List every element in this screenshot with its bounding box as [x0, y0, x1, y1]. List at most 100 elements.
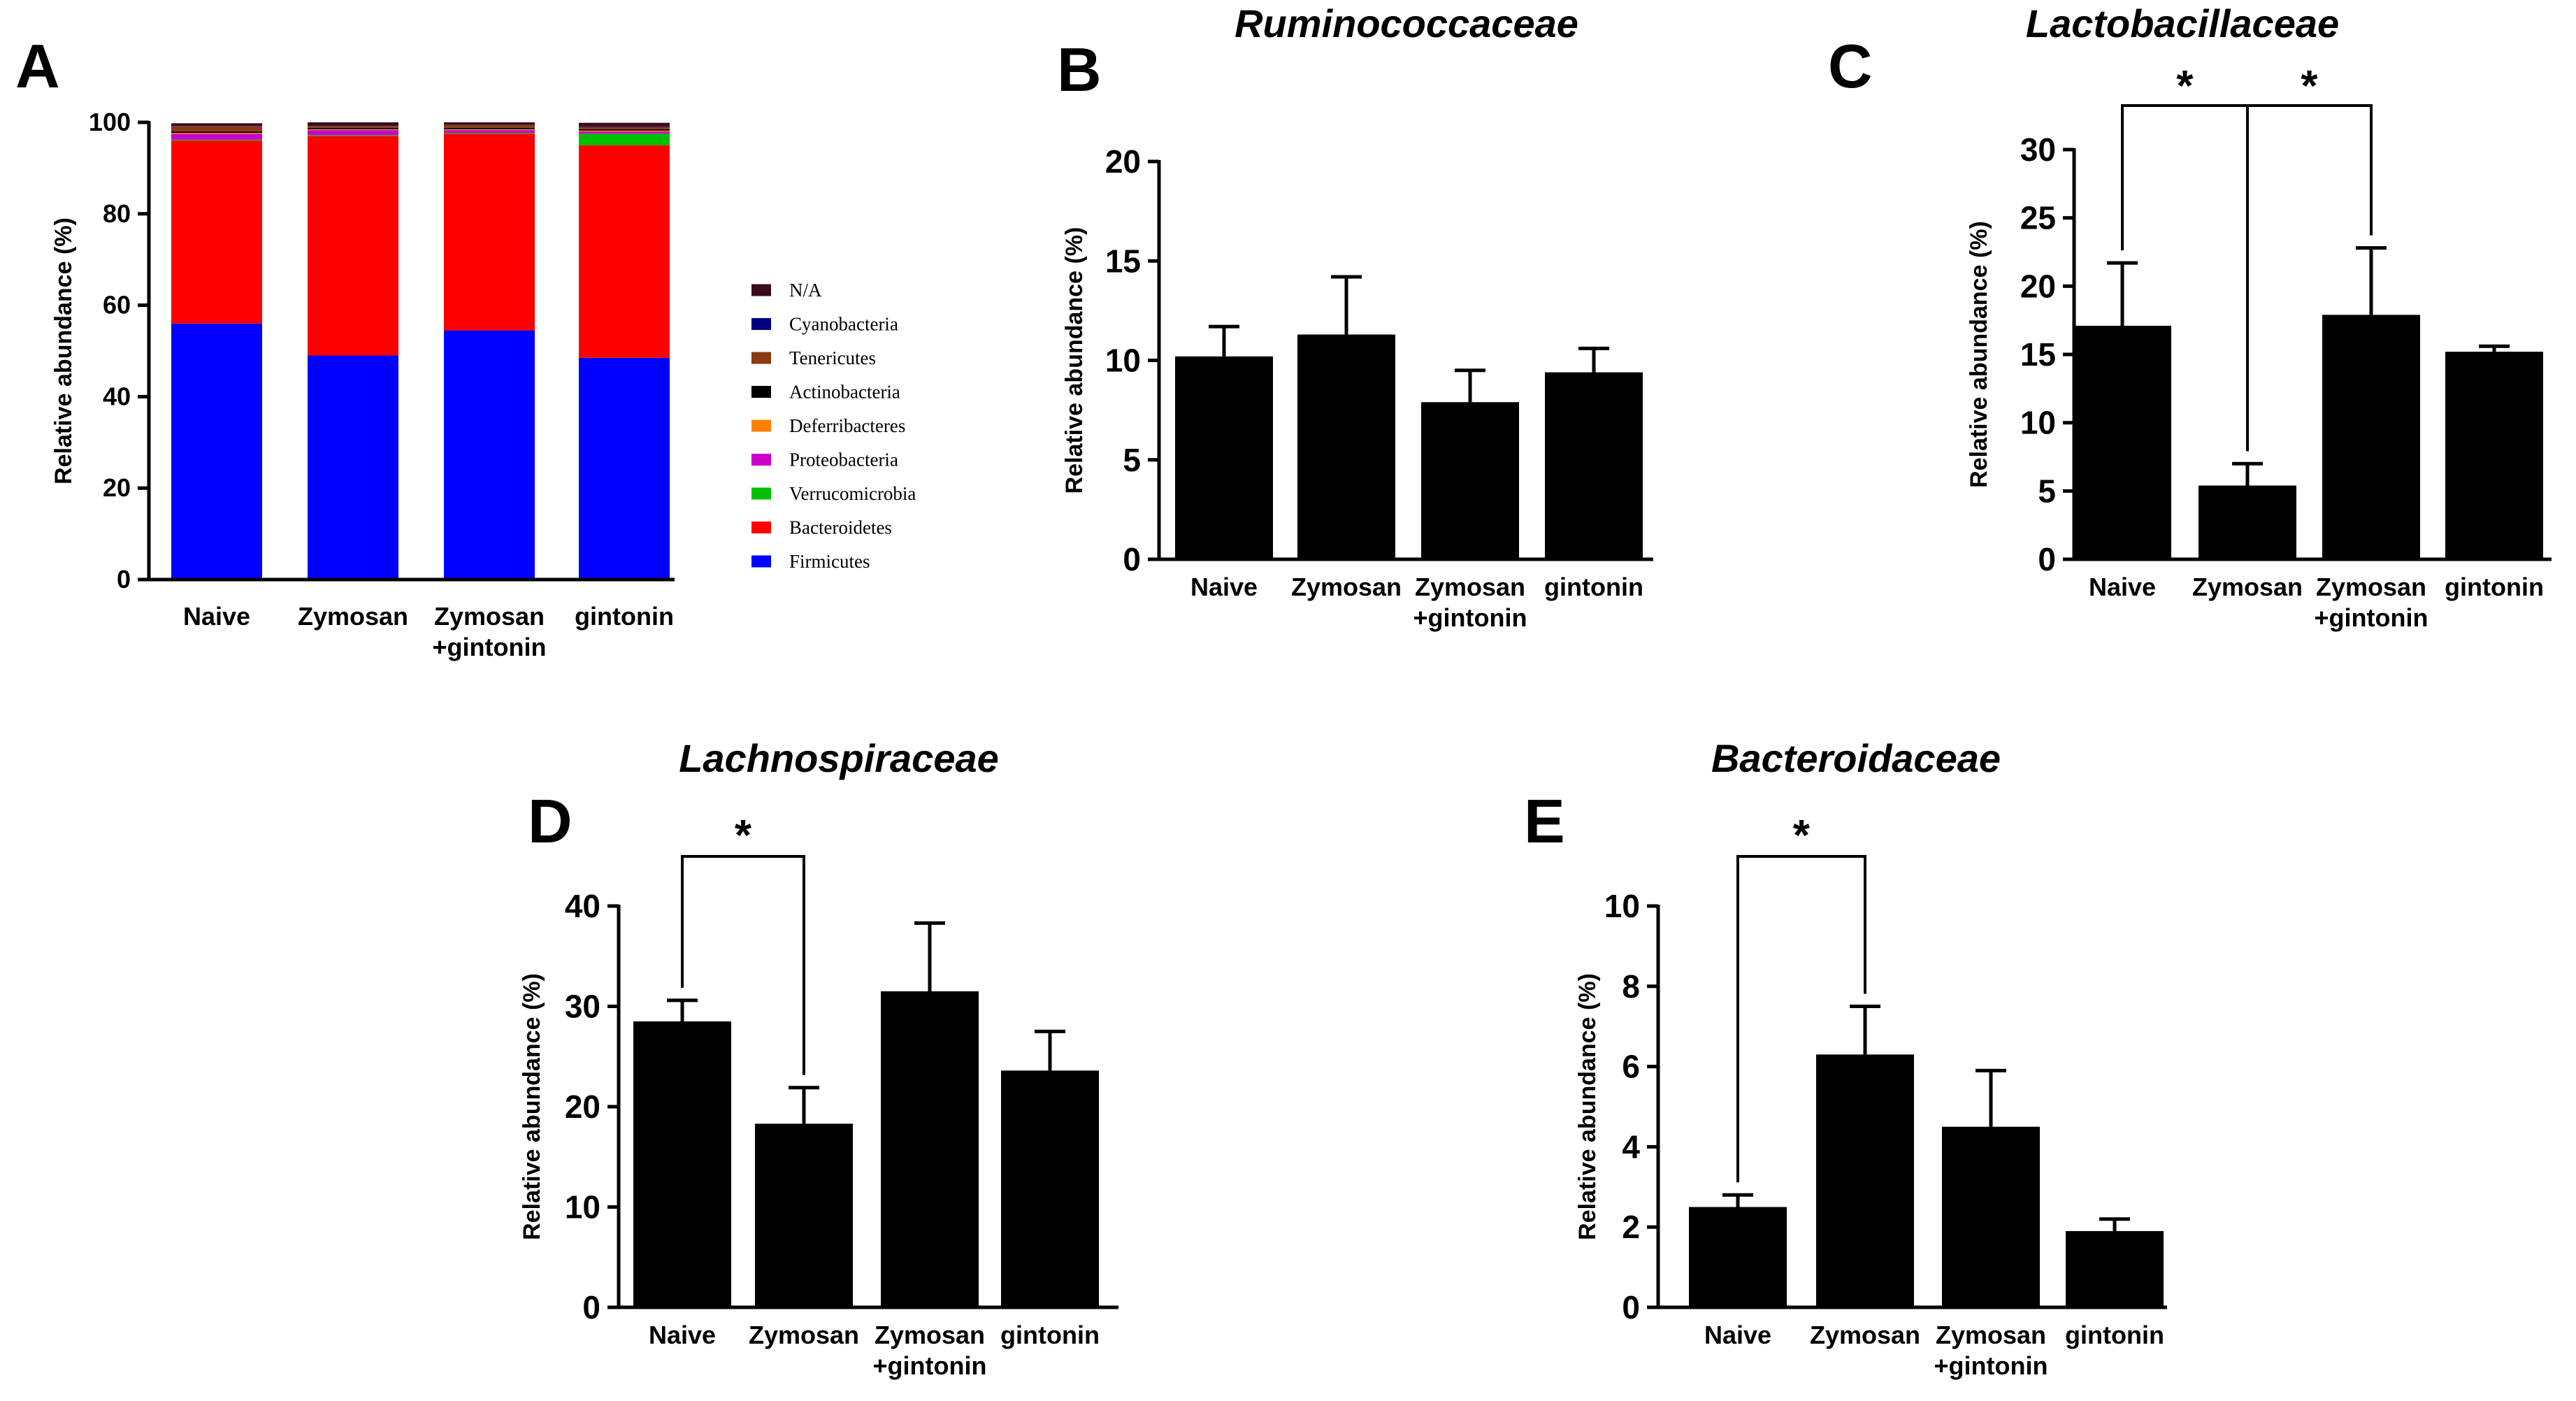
- x-tick-label-line: Zymosan: [1936, 1321, 2046, 1349]
- x-tick-label-line: Zymosan: [875, 1321, 985, 1349]
- x-tick-label: Zymosan +gintonin: [433, 602, 547, 661]
- y-tick-label: 60: [103, 291, 131, 319]
- x-tick-label-line: +gintonin: [1934, 1351, 2048, 1380]
- bar-segment-actinobacteria-2: [444, 127, 535, 129]
- x-tick-label: gintonin: [575, 602, 674, 631]
- x-tick-label-line: Zymosan: [1291, 573, 1402, 601]
- y-tick-label: 25: [2020, 200, 2056, 236]
- bar-segment-cyanobacteria-0: [171, 125, 262, 127]
- x-tick-label: gintonin: [2065, 1321, 2164, 1349]
- bar-segment-actinobacteria-3: [579, 129, 670, 131]
- y-tick-label: 20: [565, 1089, 600, 1125]
- x-tick-label: Zymosan +gintonin: [1934, 1321, 2048, 1380]
- bar-segment-firmicutes-1: [308, 355, 398, 580]
- y-tick-label: 30: [565, 989, 600, 1025]
- bar-2: [1421, 402, 1519, 559]
- chart-title: Ruminococcaceae: [1235, 1, 1578, 45]
- x-tick-label: Naive: [1704, 1321, 1771, 1349]
- legend-swatch-proteobacteria: [751, 454, 771, 466]
- bar-segment-tenericutes-0: [171, 126, 262, 132]
- x-tick-label-line: Naive: [649, 1321, 716, 1349]
- legend-label: Proteobacteria: [789, 450, 898, 470]
- bar-segment-n-a-0: [171, 123, 262, 126]
- y-tick-label: 20: [2020, 268, 2056, 304]
- x-tick-label-line: Naive: [183, 602, 250, 631]
- x-tick-label-line: Zymosan: [1415, 573, 1525, 601]
- x-tick-label: Naive: [183, 602, 250, 631]
- x-tick-label-line: gintonin: [2065, 1321, 2164, 1349]
- x-tick-label-line: gintonin: [575, 602, 674, 631]
- y-tick-label: 40: [565, 888, 600, 924]
- y-tick-label: 30: [2020, 131, 2056, 168]
- x-tick-label-line: Zymosan: [749, 1321, 859, 1349]
- panel-letter: A: [15, 31, 60, 101]
- legend-label: Cyanobacteria: [789, 314, 898, 335]
- bar-segment-bacteroidetes-2: [444, 134, 535, 331]
- x-tick-label: Zymosan: [1810, 1321, 1920, 1349]
- bar-segment-firmicutes-0: [171, 323, 262, 580]
- bar-2: [2322, 315, 2420, 559]
- bar-segment-bacteroidetes-3: [579, 145, 670, 358]
- y-tick-label: 80: [103, 199, 131, 228]
- panel-e: E Bacteroidaceae Relative abundance (%) 0 2 4…: [1524, 736, 2167, 1380]
- y-tick-label: 20: [103, 473, 131, 502]
- bar-segment-actinobacteria-1: [308, 127, 398, 129]
- y-tick-label: 0: [1123, 541, 1141, 577]
- y-tick-label: 4: [1622, 1128, 1640, 1165]
- y-tick-label: 10: [1105, 343, 1141, 379]
- bar-3: [1545, 372, 1643, 559]
- x-tick-label-line: gintonin: [1000, 1321, 1100, 1349]
- x-tick-label-line: Zymosan: [434, 602, 545, 631]
- y-axis-label: Relative abundance (%): [1574, 973, 1601, 1240]
- legend-swatch-cyanobacteria: [751, 318, 771, 330]
- y-tick-label: 0: [117, 565, 131, 594]
- x-tick-label-line: Zymosan: [2192, 573, 2303, 601]
- y-tick-label: 15: [1105, 243, 1141, 279]
- y-tick-label: 2: [1622, 1209, 1640, 1245]
- bar-1: [1297, 334, 1395, 559]
- x-tick-label-line: +gintonin: [873, 1351, 987, 1380]
- x-tick-label: Zymosan: [2192, 573, 2303, 601]
- significance-star: *: [1793, 812, 1811, 860]
- y-tick-label: 0: [1622, 1289, 1640, 1325]
- significance-bracket-0: [681, 855, 805, 1075]
- significance-star: *: [735, 812, 752, 860]
- bar-0: [2073, 325, 2171, 559]
- y-tick-label: 0: [582, 1289, 600, 1325]
- chart-title: Lactobacillaceae: [2026, 1, 2339, 45]
- panel-letter: C: [1828, 31, 1873, 101]
- bar-3: [2445, 352, 2543, 559]
- y-axis-label: Relative abundance (%): [50, 217, 77, 484]
- panel-letter: D: [528, 786, 573, 856]
- bar-segment-proteobacteria-0: [171, 134, 262, 140]
- y-tick-label: 20: [1105, 143, 1141, 180]
- bar-segment-verrucomicrobia-0: [171, 139, 262, 141]
- x-tick-label: Naive: [2089, 573, 2156, 601]
- x-tick-label-line: Zymosan: [298, 602, 408, 631]
- bar-segment-cyanobacteria-2: [444, 124, 535, 125]
- y-tick-label: 5: [2038, 473, 2056, 509]
- x-tick-label-line: Naive: [1190, 573, 1258, 601]
- legend-label: Firmicutes: [789, 551, 870, 572]
- x-tick-label-line: +gintonin: [1413, 603, 1527, 632]
- y-tick-label: 10: [565, 1189, 600, 1226]
- bar-segment-tenericutes-3: [579, 127, 670, 129]
- panel-b: B Ruminococcaceae Relative abundance (%) 0 5…: [1057, 1, 1653, 632]
- panel-a: A Relative abundance (%) 0 20 40 60 80 100 Naive…: [15, 31, 916, 661]
- x-tick-label: Naive: [1190, 573, 1258, 601]
- bar-segment-cyanobacteria-1: [308, 125, 398, 127]
- significance-star: *: [2301, 62, 2318, 110]
- y-tick-label: 8: [1622, 968, 1640, 1005]
- legend-label: Tenericutes: [789, 347, 876, 368]
- x-tick-label: Zymosan: [1291, 573, 1402, 601]
- bar-1: [1816, 1054, 1914, 1307]
- x-tick-label: Zymosan +gintonin: [2315, 573, 2429, 632]
- panel-letter: B: [1057, 35, 1102, 104]
- x-tick-label: Zymosan: [749, 1321, 859, 1349]
- x-tick-label-line: Zymosan: [1810, 1321, 1920, 1349]
- y-tick-label: 5: [1123, 442, 1141, 478]
- chart-title: Bacteroidaceae: [1711, 736, 2001, 780]
- bar-segment-n-a-3: [579, 122, 670, 127]
- y-axis-label: Relative abundance (%): [519, 973, 545, 1240]
